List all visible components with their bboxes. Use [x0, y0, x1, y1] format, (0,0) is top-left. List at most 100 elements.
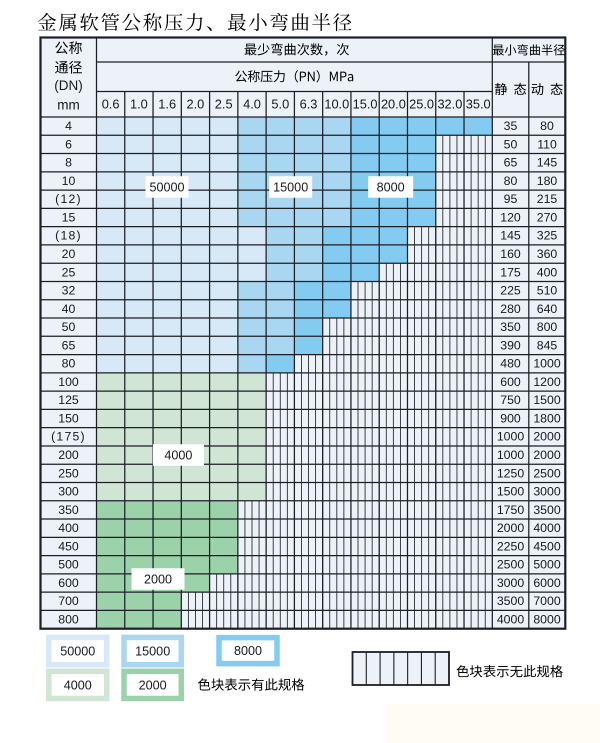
svg-text:32.0: 32.0: [437, 96, 462, 111]
svg-text:32: 32: [62, 284, 76, 298]
svg-text:5.0: 5.0: [271, 96, 289, 111]
svg-text:600: 600: [500, 375, 521, 389]
svg-text:145: 145: [537, 156, 558, 170]
svg-text:215: 215: [537, 192, 558, 206]
svg-text:110: 110: [537, 137, 557, 151]
svg-text:125: 125: [58, 393, 79, 407]
svg-text:400: 400: [58, 521, 79, 535]
svg-text:8000: 8000: [377, 181, 405, 195]
svg-text:2.0: 2.0: [187, 96, 205, 111]
svg-text:80: 80: [504, 174, 518, 188]
svg-text:350: 350: [58, 503, 79, 517]
svg-text:2500: 2500: [497, 558, 525, 572]
svg-text:180: 180: [537, 174, 558, 188]
svg-text:15.0: 15.0: [353, 96, 378, 111]
svg-text:95: 95: [504, 192, 518, 206]
svg-text:1750: 1750: [497, 503, 525, 517]
svg-text:25.0: 25.0: [409, 96, 434, 111]
svg-text:3500: 3500: [497, 594, 525, 608]
svg-text:1.6: 1.6: [158, 96, 176, 111]
svg-text:750: 750: [500, 393, 521, 407]
svg-text:1200: 1200: [533, 375, 561, 389]
svg-text:50: 50: [504, 137, 518, 151]
svg-text:2000: 2000: [139, 678, 167, 692]
svg-text:15000: 15000: [135, 645, 170, 659]
svg-text:2000: 2000: [533, 448, 561, 462]
svg-text:500: 500: [58, 558, 79, 572]
svg-text:50: 50: [62, 320, 76, 334]
svg-text:10: 10: [62, 174, 76, 188]
svg-text:4.0: 4.0: [243, 96, 261, 111]
svg-text:4000: 4000: [533, 521, 561, 535]
svg-text:4500: 4500: [533, 539, 561, 553]
svg-text:2000: 2000: [144, 573, 172, 587]
svg-text:280: 280: [500, 302, 521, 316]
svg-text:250: 250: [58, 466, 79, 480]
svg-text:120: 120: [500, 210, 521, 224]
svg-text:900: 900: [500, 411, 521, 425]
svg-text:3000: 3000: [497, 576, 525, 590]
svg-text:8000: 8000: [533, 612, 561, 626]
svg-text:2250: 2250: [497, 539, 525, 553]
svg-text:4000: 4000: [64, 678, 92, 692]
svg-text:80: 80: [540, 119, 554, 133]
svg-text:8000: 8000: [234, 644, 262, 658]
svg-text:200: 200: [58, 448, 79, 462]
svg-text:225: 225: [500, 284, 521, 298]
svg-text:2000: 2000: [497, 521, 525, 535]
svg-text:5000: 5000: [533, 558, 561, 572]
svg-text:10.0: 10.0: [324, 96, 349, 111]
svg-text:1000: 1000: [497, 430, 525, 444]
svg-text:6: 6: [65, 137, 72, 151]
svg-text:(175): (175): [51, 430, 86, 444]
svg-text:15: 15: [62, 210, 76, 224]
svg-text:360: 360: [537, 247, 558, 261]
svg-text:2500: 2500: [533, 466, 561, 480]
svg-text:270: 270: [537, 210, 558, 224]
svg-text:1000: 1000: [497, 448, 525, 462]
svg-text:1000: 1000: [533, 357, 561, 371]
svg-text:50000: 50000: [60, 645, 95, 659]
svg-text:300: 300: [58, 485, 79, 499]
svg-text:160: 160: [500, 247, 521, 261]
svg-text:510: 510: [537, 284, 558, 298]
svg-text:145: 145: [500, 229, 521, 243]
svg-text:1500: 1500: [497, 485, 525, 499]
svg-text:35.0: 35.0: [466, 96, 491, 111]
svg-text:(18): (18): [55, 229, 82, 243]
svg-text:65: 65: [504, 156, 518, 170]
svg-text:mm: mm: [57, 98, 80, 113]
svg-text:(DN): (DN): [54, 78, 83, 93]
svg-text:25: 25: [62, 265, 76, 279]
svg-text:65: 65: [62, 338, 76, 352]
svg-text:35: 35: [504, 119, 518, 133]
svg-text:3500: 3500: [533, 503, 561, 517]
svg-text:350: 350: [500, 320, 521, 334]
svg-text:2000: 2000: [533, 430, 561, 444]
svg-text:20: 20: [62, 247, 76, 261]
svg-text:80: 80: [62, 357, 76, 371]
svg-text:4000: 4000: [164, 449, 192, 463]
svg-text:6.3: 6.3: [300, 96, 318, 111]
svg-text:0.6: 0.6: [102, 96, 120, 111]
svg-text:6000: 6000: [533, 576, 561, 590]
svg-text:50000: 50000: [149, 181, 184, 195]
svg-text:(12): (12): [55, 192, 82, 206]
svg-text:4: 4: [65, 119, 72, 133]
svg-text:1500: 1500: [533, 393, 561, 407]
svg-text:4000: 4000: [497, 612, 525, 626]
svg-text:390: 390: [500, 338, 521, 352]
svg-text:7000: 7000: [533, 594, 561, 608]
svg-text:1800: 1800: [533, 411, 561, 425]
svg-text:2.5: 2.5: [215, 96, 233, 111]
svg-text:1250: 1250: [497, 466, 525, 480]
svg-text:325: 325: [537, 229, 558, 243]
svg-text:700: 700: [58, 594, 79, 608]
svg-text:640: 640: [537, 302, 558, 316]
svg-text:100: 100: [58, 375, 79, 389]
svg-text:800: 800: [537, 320, 558, 334]
svg-text:3000: 3000: [533, 485, 561, 499]
svg-text:1.0: 1.0: [130, 96, 148, 111]
svg-text:8: 8: [65, 156, 72, 170]
svg-text:175: 175: [500, 265, 521, 279]
